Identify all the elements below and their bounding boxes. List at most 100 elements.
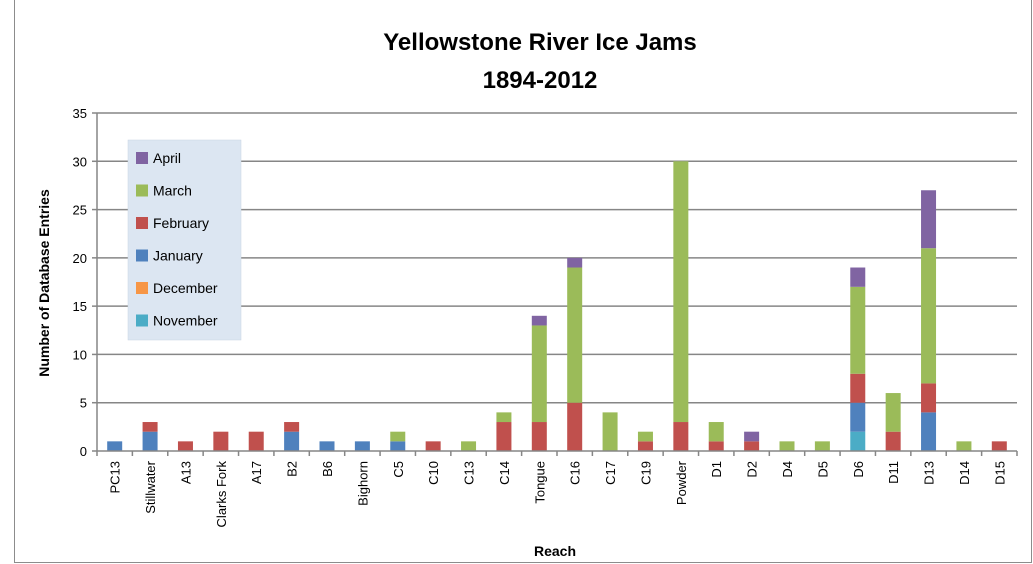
y-tick-label: 10 <box>73 347 87 362</box>
bar-segment-april <box>532 316 547 326</box>
bar-segment-february <box>249 432 264 451</box>
bar-segment-march <box>532 325 547 422</box>
bar-segment-january <box>143 432 158 451</box>
bar-segment-march <box>496 412 511 422</box>
legend-label-april: April <box>153 150 181 166</box>
bar-segment-february <box>213 432 228 451</box>
x-tick-labels: PC13 Stillwater A13 Clarks Fork A17 B2 B6 Bigho… <box>108 460 1008 527</box>
bar-segment-february <box>426 441 441 451</box>
bar-segment-february <box>673 422 688 451</box>
bar-segment-february <box>992 441 1007 451</box>
bar-segment-january <box>390 441 405 451</box>
x-tick-label: Stillwater <box>143 460 158 513</box>
bar-segment-march <box>603 412 618 451</box>
bar-segment-april <box>850 268 865 287</box>
x-tick-label: C5 <box>391 461 406 478</box>
x-tick-label: B2 <box>285 461 300 477</box>
bar-segment-march <box>815 441 830 451</box>
bar-segment-march <box>886 393 901 432</box>
x-tick-label: D15 <box>992 461 1007 485</box>
x-tick-label: D6 <box>851 461 866 478</box>
y-axis-title: Number of Database Entries <box>36 189 52 377</box>
y-tick-labels: 0 5 10 15 20 25 30 35 <box>73 106 87 459</box>
bar-segment-march <box>638 432 653 442</box>
bar-segment-march <box>956 441 971 451</box>
legend-swatch-january <box>136 250 148 262</box>
bar-segment-february <box>143 422 158 432</box>
x-tick-label: C13 <box>462 461 477 485</box>
legend-swatch-november <box>136 315 148 327</box>
bar-segment-january <box>850 403 865 432</box>
legend-label-march: March <box>153 183 192 199</box>
x-tick-label: Tongue <box>532 461 547 504</box>
bar-segment-january <box>107 441 122 451</box>
bar-segment-january <box>284 432 299 451</box>
bar-segment-february <box>921 383 936 412</box>
legend-swatch-december <box>136 282 148 294</box>
bar-segment-february <box>709 441 724 451</box>
legend-label-february: February <box>153 215 209 231</box>
bar-segment-march <box>709 422 724 441</box>
bar-segment-january <box>320 441 335 451</box>
x-tick-label: C19 <box>638 461 653 485</box>
x-tick-label: A17 <box>249 461 264 484</box>
legend-label-november: November <box>153 313 218 329</box>
x-tick-label: C17 <box>603 461 618 485</box>
legend-label-december: December <box>153 280 218 296</box>
legend-swatch-april <box>136 152 148 164</box>
y-tick-label: 25 <box>73 203 87 218</box>
bar-segment-february <box>638 441 653 451</box>
y-tick-label: 35 <box>73 106 87 121</box>
y-tick-label: 30 <box>73 154 87 169</box>
x-tick-label: C16 <box>568 461 583 485</box>
legend-swatch-march <box>136 185 148 197</box>
x-tick-label: D14 <box>957 461 972 485</box>
bar-segment-february <box>178 441 193 451</box>
bar-segment-march <box>780 441 795 451</box>
x-tick-label: PC13 <box>108 461 123 494</box>
x-tick-label: D4 <box>780 461 795 478</box>
bar-segment-february <box>886 432 901 451</box>
bar-segment-february <box>532 422 547 451</box>
x-tick-label: D11 <box>886 461 901 484</box>
x-tick-label: D2 <box>745 461 760 478</box>
bar-segment-april <box>567 258 582 268</box>
x-tick-label: A13 <box>178 461 193 484</box>
y-tick-label: 5 <box>80 396 87 411</box>
y-tick-label: 15 <box>73 299 87 314</box>
x-tick-label: Clarks Fork <box>214 461 229 528</box>
bar-segment-february <box>850 374 865 403</box>
bar-segment-february <box>496 422 511 451</box>
bar-segment-november <box>850 432 865 451</box>
legend-swatch-february <box>136 217 148 229</box>
legend: April March February January December Novembe… <box>128 140 241 340</box>
bar-segment-april <box>744 432 759 442</box>
bar-segment-march <box>461 441 476 451</box>
bar-segment-february <box>744 441 759 451</box>
x-tick-label: Powder <box>674 460 689 505</box>
chart-title: Yellowstone River Ice Jams <box>383 29 697 56</box>
bar-segment-january <box>921 412 936 451</box>
bar-segment-february <box>284 422 299 432</box>
x-tick-label: D5 <box>815 461 830 478</box>
bar-segment-january <box>355 441 370 451</box>
chart-subtitle: 1894-2012 <box>483 67 598 94</box>
x-tick-label: Bighorn <box>355 461 370 506</box>
legend-label-january: January <box>153 248 203 264</box>
x-axis-title: Reach <box>534 543 576 559</box>
bar-segment-march <box>850 287 865 374</box>
bar-segment-march <box>921 248 936 383</box>
bar-segment-march <box>673 161 688 422</box>
y-tick-label: 20 <box>73 251 87 266</box>
x-tick-label: D13 <box>922 461 937 485</box>
bar-segment-april <box>921 190 936 248</box>
x-tick-label: D1 <box>709 461 724 478</box>
y-tick-label: 0 <box>80 444 87 459</box>
bar-segment-march <box>567 268 582 403</box>
x-tick-label: C10 <box>426 461 441 485</box>
bar-segment-march <box>390 432 405 442</box>
legend-box <box>128 140 241 340</box>
x-tick-label: C14 <box>497 461 512 485</box>
bar-segment-february <box>567 403 582 451</box>
